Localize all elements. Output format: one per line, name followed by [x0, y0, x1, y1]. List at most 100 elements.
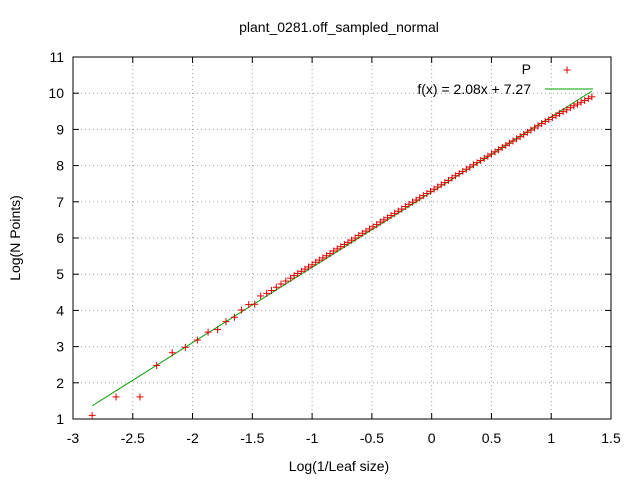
data-point: [459, 167, 467, 175]
y-tick-label: 9: [56, 121, 64, 137]
data-point: [495, 146, 503, 154]
data-point: [344, 238, 352, 246]
data-point: [462, 165, 470, 173]
data-point: [394, 207, 402, 215]
data-point: [409, 198, 417, 206]
y-tick-label: 5: [56, 266, 64, 282]
data-point: [430, 185, 438, 193]
data-point: [545, 116, 553, 124]
data-point: [530, 124, 538, 132]
data-point: [398, 205, 406, 213]
data-point: [204, 328, 212, 336]
data-point: [348, 236, 356, 244]
y-tick-label: 1: [56, 411, 64, 427]
data-point: [444, 176, 452, 184]
y-axis-label: Log(N Points): [7, 195, 23, 281]
data-point: [523, 128, 531, 136]
data-point: [251, 300, 259, 308]
x-axis-ticks: -3 -2.5 -2 -1.5 -1 -0.5 0 0.5 1 1.5: [67, 57, 621, 446]
data-point: [326, 250, 334, 258]
data-point: [566, 104, 574, 112]
data-point: [505, 139, 513, 147]
data-point: [301, 265, 309, 273]
data-point: [477, 157, 485, 165]
data-point: [491, 148, 499, 156]
y-tick-label: 10: [48, 85, 64, 101]
y-tick-label: 2: [56, 375, 64, 391]
data-points: [88, 93, 596, 419]
data-point: [238, 306, 246, 314]
data-point: [315, 256, 323, 264]
data-point: [181, 343, 189, 351]
data-point: [305, 263, 313, 271]
data-point: [527, 126, 535, 134]
data-point: [581, 96, 589, 104]
data-point: [577, 98, 585, 106]
data-point: [552, 112, 560, 120]
data-point: [466, 163, 474, 171]
data-point: [509, 137, 517, 145]
data-point: [541, 117, 549, 125]
data-point: [112, 393, 120, 401]
data-point: [480, 154, 488, 162]
data-point: [257, 292, 265, 300]
x-tick-label: 1.5: [601, 430, 621, 446]
legend-marker-p: [563, 66, 571, 74]
data-point: [330, 247, 338, 255]
data-point: [287, 274, 295, 282]
data-point: [222, 318, 230, 326]
data-point: [441, 179, 449, 187]
data-point: [193, 336, 201, 344]
data-point: [136, 393, 144, 401]
data-point: [333, 245, 341, 253]
data-point: [351, 234, 359, 242]
data-point: [282, 277, 290, 285]
data-point: [245, 301, 253, 309]
x-tick-label: -2: [186, 430, 199, 446]
data-point: [588, 93, 596, 101]
grid: [73, 57, 611, 419]
data-point: [267, 286, 275, 294]
data-point: [401, 203, 409, 211]
data-point: [470, 161, 478, 169]
legend-plus-marker: [563, 66, 571, 74]
data-point: [380, 216, 388, 224]
x-tick-label: -3: [67, 430, 80, 446]
data-point: [516, 133, 524, 141]
data-point: [319, 254, 327, 262]
data-point: [272, 283, 280, 291]
data-point: [487, 150, 495, 158]
data-point: [473, 159, 481, 167]
data-point: [570, 102, 578, 110]
data-point: [448, 174, 456, 182]
data-point: [513, 135, 521, 143]
x-tick-label: -1.5: [240, 430, 264, 446]
data-point: [534, 122, 542, 130]
data-point: [277, 280, 285, 288]
x-tick-label: 0: [428, 430, 436, 446]
data-point: [358, 229, 366, 237]
data-point: [230, 313, 238, 321]
data-point: [153, 361, 161, 369]
y-axis-ticks: 1 2 3 4 5 6 7 8 9 10 11: [48, 49, 611, 427]
data-point: [297, 267, 305, 275]
data-point: [365, 225, 373, 233]
data-point: [369, 223, 377, 231]
data-point: [340, 241, 348, 249]
data-point: [168, 349, 176, 357]
data-point: [434, 183, 442, 191]
data-point: [290, 272, 298, 280]
x-tick-label: -1: [306, 430, 319, 446]
data-point: [502, 141, 510, 149]
data-point: [412, 196, 420, 204]
data-point: [423, 189, 431, 197]
data-point: [322, 252, 330, 260]
data-point: [455, 170, 463, 178]
data-point: [556, 109, 564, 117]
data-point: [387, 212, 395, 220]
y-tick-label: 7: [56, 194, 64, 210]
x-tick-label: 1: [547, 430, 555, 446]
y-tick-label: 3: [56, 339, 64, 355]
data-point: [416, 194, 424, 202]
